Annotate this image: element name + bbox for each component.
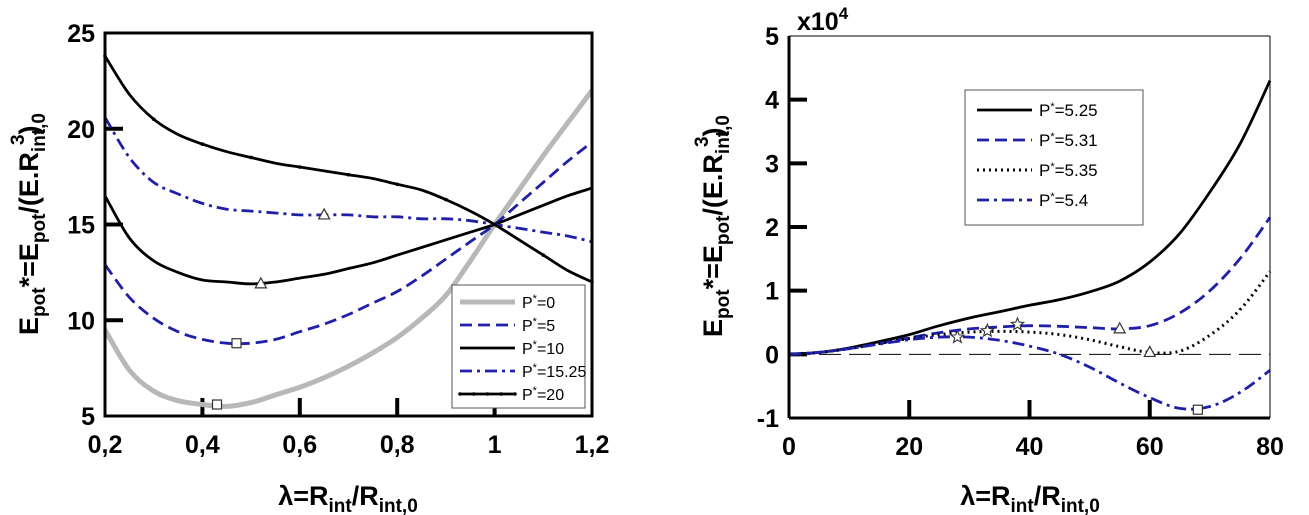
right-chart-x-tick-labels: 0 20 40 60 80 <box>782 433 1284 461</box>
right-chart-y-tick-label: 5 <box>765 23 779 51</box>
left-chart-x-tick-label: 0,2 <box>88 431 123 459</box>
left-chart-series-point <box>151 117 156 121</box>
left-chart-y-tick-label: 10 <box>67 307 95 335</box>
right-chart-series-marker-3 <box>1192 404 1203 415</box>
left-chart-series-line-3 <box>103 116 593 244</box>
left-chart-series-point <box>492 222 497 227</box>
right-chart-y-tick-label: -1 <box>757 405 779 433</box>
left-chart-series-marker-3 <box>317 207 331 220</box>
left-chart-series-line-0 <box>102 88 595 409</box>
left-chart-series-point <box>249 155 253 160</box>
left-chart-legend-label-3: P*=15.25 <box>522 362 586 381</box>
left-chart-x-tick-label: 1,2 <box>575 431 610 459</box>
right-chart-multiplier: x104 <box>797 4 849 36</box>
left-chart-legend-point <box>458 392 462 396</box>
right-chart-star-marker <box>979 322 996 338</box>
right-chart-series-line-0 <box>788 80 1272 356</box>
right-chart-legend-box <box>964 89 1144 226</box>
left-chart-y-tick-label: 15 <box>67 212 95 240</box>
right-chart-markers <box>949 316 1203 415</box>
right-chart-x-axis-label: λ=Rint/Rint,0 <box>960 481 1100 515</box>
right-chart-y-tick-label: 1 <box>765 278 779 306</box>
left-chart-plot-frame <box>103 31 594 418</box>
right-chart-series-line-1 <box>788 216 1272 356</box>
right-chart-series-line-3 <box>788 335 1271 411</box>
right-chart-y-axis-label: Epot*=Epot/(E.Rint,03) <box>692 115 734 337</box>
left-chart-legend-point <box>471 392 476 396</box>
right-chart-y-tick-label: 4 <box>765 87 779 115</box>
left-chart-series-point <box>298 165 302 169</box>
left-chart-legend-label-4: P*=20 <box>522 385 564 404</box>
left-chart: 0,2 0,4 0,6 0,8 1 1,2 5 10 15 20 25 λ=Rint/Rint,0… <box>8 20 609 515</box>
right-chart-x-tick-label: 80 <box>1256 433 1284 461</box>
left-chart-y-tick-label: 5 <box>81 403 95 431</box>
left-chart-y-tick-labels: 5 10 15 20 25 <box>67 20 95 431</box>
left-chart-x-tick-label: 0,4 <box>185 431 220 459</box>
left-chart-series-line-4 <box>103 55 593 284</box>
right-chart-legend-label-3: P*=5.4 <box>1039 191 1088 210</box>
left-chart-legend-label-2: P*=10 <box>522 339 564 358</box>
left-chart-series-line-1 <box>103 141 593 346</box>
left-chart-legend-label-0: P*=0 <box>522 293 555 312</box>
right-chart-series-marker-1 <box>1113 321 1127 334</box>
left-chart-legend-point <box>499 392 504 396</box>
right-chart-series-marker-2 <box>1143 345 1157 358</box>
left-chart-series-point <box>200 142 205 146</box>
right-chart-legend-label-1: P*=5.31 <box>1039 131 1098 150</box>
right-chart-series-line-2 <box>788 270 1272 356</box>
left-chart-y-tick-label: 20 <box>67 116 95 144</box>
left-chart-series-marker-0 <box>211 399 223 410</box>
left-chart-series-point <box>444 197 448 202</box>
left-chart-series-line-2 <box>103 186 593 286</box>
left-chart-legend: P*=0 P*=5 P*=10 P*=15.25 P*=20 <box>451 284 586 409</box>
left-chart-x-axis-label: λ=Rint/Rint,0 <box>278 481 418 515</box>
left-chart-x-tick-label: 0,6 <box>282 431 317 459</box>
right-chart-y-tick-label: 0 <box>765 341 779 369</box>
left-chart-x-tick-labels: 0,2 0,4 0,6 0,8 1 1,2 <box>88 431 610 459</box>
left-chart-series-point <box>346 172 351 177</box>
left-chart-y-tick-label: 25 <box>67 20 95 48</box>
left-chart-series-marker-1 <box>231 338 242 349</box>
right-chart-legend: P*=5.25 P*=5.31 P*=5.35 P*=5.4 <box>964 89 1144 226</box>
right-chart-y-tick-label: 2 <box>765 214 779 242</box>
left-chart-series-marker-2 <box>254 276 268 289</box>
right-chart-y-tick-label: 3 <box>765 150 779 178</box>
right-chart-legend-label-0: P*=5.25 <box>1039 101 1098 120</box>
right-chart-star-marker <box>1009 316 1026 331</box>
left-chart-legend-box <box>451 284 586 409</box>
right-chart-x-tick-label: 40 <box>1016 433 1044 461</box>
right-chart-x-tick-label: 20 <box>895 433 923 461</box>
left-chart-series-point <box>541 253 546 257</box>
left-chart-y-axis-label: Epot*=Epot/(E.Rint,03) <box>8 113 50 335</box>
right-chart-legend-label-2: P*=5.35 <box>1039 161 1098 180</box>
left-chart-legend-point <box>513 392 517 396</box>
right-chart-star-marker <box>949 329 965 344</box>
left-chart-legend-label-1: P*=5 <box>522 316 555 335</box>
left-chart-x-tick-label: 1 <box>488 431 502 459</box>
left-chart-series-point <box>395 182 400 187</box>
left-chart-legend-point <box>485 392 490 396</box>
left-chart-markers <box>103 54 594 410</box>
right-chart-x-tick-label: 0 <box>782 433 796 461</box>
left-chart-ticks <box>105 126 497 416</box>
right-chart-x-tick-label: 60 <box>1136 433 1164 461</box>
left-chart-x-tick-label: 0,8 <box>380 431 415 459</box>
right-chart-series <box>788 80 1272 411</box>
right-chart-y-tick-labels: -1 0 1 2 3 4 5 <box>757 23 779 433</box>
